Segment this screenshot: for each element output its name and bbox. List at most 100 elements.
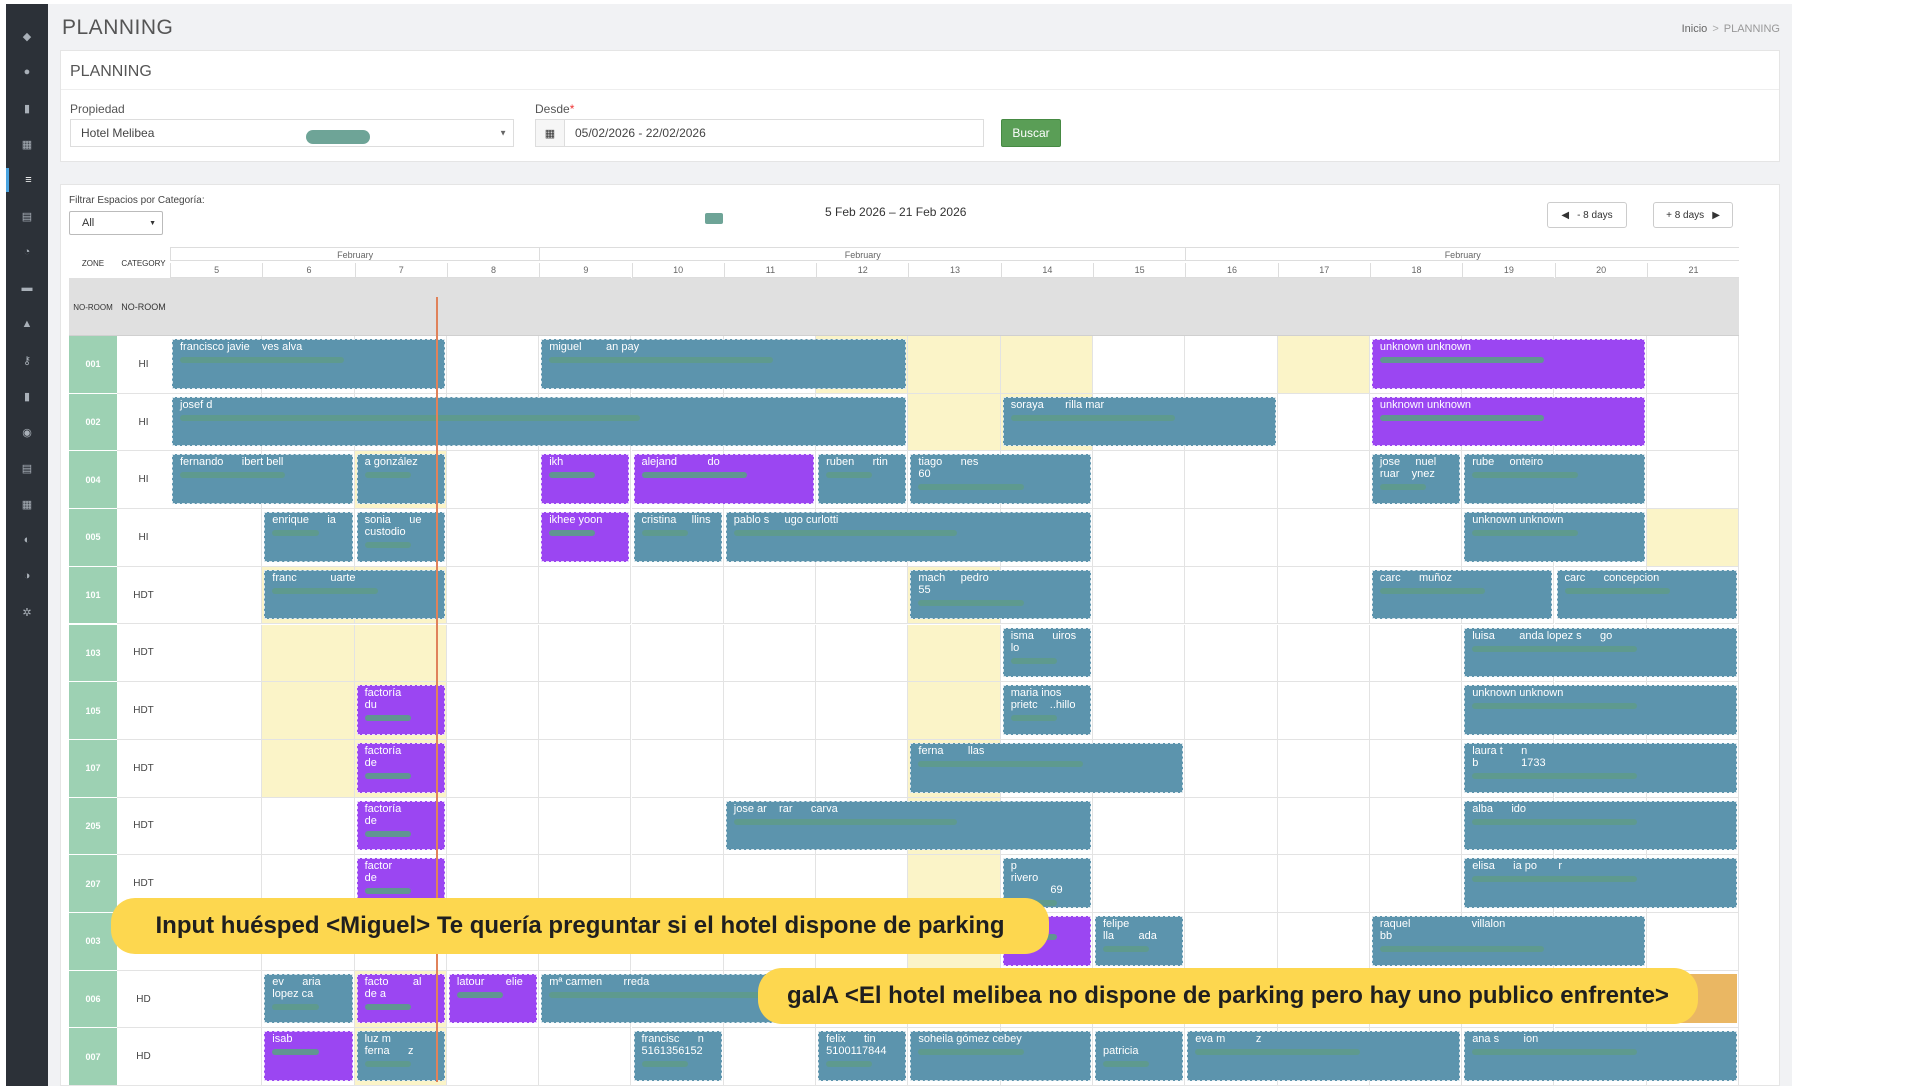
booking-block[interactable]: miguel an pay (541, 339, 907, 389)
booking-block[interactable]: a gonzález (356, 454, 445, 505)
day-cell[interactable] (539, 797, 632, 856)
day-cell[interactable] (170, 739, 263, 798)
booking-block[interactable]: felix tin 5100117844 (818, 1031, 907, 1082)
day-cell[interactable] (1277, 855, 1370, 913)
calendar-icon[interactable]: ▦ (21, 138, 33, 151)
day-cell[interactable] (816, 682, 909, 740)
day-cell[interactable] (262, 682, 355, 740)
day-cell[interactable] (1369, 739, 1463, 798)
day-cell[interactable] (539, 624, 632, 683)
booking-block[interactable]: luz m ferna z (356, 1031, 445, 1082)
day-cell[interactable] (1277, 797, 1370, 856)
upload-icon[interactable]: ▲ (21, 318, 33, 330)
booking-block[interactable]: raquel villalon bb (1371, 916, 1645, 966)
day-cell[interactable] (354, 624, 447, 683)
booking-block[interactable]: unknown unknown (1371, 396, 1645, 447)
bar-chart-icon[interactable]: ▮ (23, 102, 31, 115)
day-cell[interactable] (170, 682, 263, 740)
day-cell[interactable] (446, 739, 540, 798)
booking-block[interactable]: jose nuel ruar ynez (1371, 454, 1461, 505)
booking-block[interactable]: factoría de (356, 742, 445, 793)
day-cell[interactable] (723, 739, 817, 798)
booking-block[interactable]: unknown unknown (1464, 685, 1738, 735)
next-days-button[interactable]: + 8 days ▶ (1653, 202, 1733, 228)
day-cell[interactable] (1185, 566, 1278, 625)
booking-block[interactable]: sonia ue custodio (356, 512, 445, 562)
day-cell[interactable] (908, 393, 1001, 452)
day-cell[interactable] (1093, 682, 1186, 740)
day-cell[interactable] (1185, 336, 1278, 394)
list-icon[interactable]: ≡ (6, 168, 48, 192)
day-cell[interactable] (1277, 624, 1370, 683)
day-cell[interactable] (446, 624, 540, 683)
booking-block[interactable]: francisc n 5161356152 (633, 1031, 722, 1082)
booking-block[interactable]: factoría du (356, 685, 445, 735)
bed-icon[interactable]: ▬ (21, 282, 33, 294)
day-cell[interactable] (1185, 451, 1278, 510)
booking-block[interactable]: unknown unknown (1371, 339, 1645, 389)
date-range-input[interactable]: 05/02/2026 - 22/02/2026 (564, 119, 984, 147)
day-cell[interactable] (1646, 913, 1740, 971)
day-cell[interactable] (1277, 336, 1370, 394)
day-cell[interactable] (723, 1028, 817, 1085)
dashboard-icon[interactable]: ◆ (22, 30, 32, 43)
day-cell[interactable] (1369, 624, 1463, 683)
map-pin-icon[interactable]: ● (23, 66, 31, 78)
day-cell[interactable] (1093, 797, 1186, 856)
booking-block[interactable]: carc concepcion (1556, 569, 1738, 620)
day-cell[interactable] (1369, 682, 1463, 740)
day-cell[interactable] (1369, 855, 1463, 913)
day-cell[interactable] (723, 682, 817, 740)
day-cell[interactable] (1093, 451, 1186, 510)
booking-block[interactable]: felipe lla ada (1095, 916, 1184, 966)
day-cell[interactable] (908, 682, 1001, 740)
day-cell[interactable] (1277, 913, 1370, 971)
prev-days-button[interactable]: ◀ - 8 days (1547, 202, 1627, 228)
booking-block[interactable]: tiago nes 60 (910, 454, 1091, 505)
day-cell[interactable] (1093, 624, 1186, 683)
day-cell[interactable] (539, 739, 632, 798)
file-icon[interactable]: ▤ (21, 210, 33, 223)
booking-block[interactable]: laura t n b 1733 (1464, 742, 1738, 793)
day-cell[interactable] (170, 797, 263, 856)
day-cell[interactable] (1277, 451, 1370, 510)
booking-block[interactable]: ikhee yoon (541, 512, 630, 562)
day-cell[interactable] (1000, 336, 1093, 394)
booking-block[interactable]: latour elie (448, 973, 538, 1024)
booking-block[interactable]: alejand do (633, 454, 815, 505)
day-cell[interactable] (1093, 566, 1186, 625)
booking-block[interactable]: ikh (541, 454, 630, 505)
day-cell[interactable] (446, 509, 540, 567)
booking-block[interactable]: pablo s ugo curlotti (725, 512, 1091, 562)
booking-block[interactable]: factoría de (356, 800, 445, 851)
day-cell[interactable] (1277, 566, 1370, 625)
property-select[interactable]: Hotel Melibea ▼ (70, 119, 514, 147)
chat-icon[interactable]: ◐ (23, 534, 31, 546)
trash-icon[interactable]: ▮ (23, 390, 31, 403)
day-cell[interactable] (170, 1028, 263, 1085)
booking-block[interactable]: isma uiros lo (1002, 627, 1091, 678)
booking-block[interactable]: enrique ia (264, 512, 353, 562)
day-cell[interactable] (1369, 797, 1463, 856)
booking-block[interactable]: elisa ia po r (1464, 858, 1738, 908)
booking-block[interactable]: josef d (172, 396, 907, 447)
day-cell[interactable] (631, 739, 724, 798)
day-cell[interactable] (539, 682, 632, 740)
comment-icon[interactable]: ◑ (23, 570, 31, 582)
booking-block[interactable]: ferna llas (910, 742, 1184, 793)
day-cell[interactable] (1646, 509, 1740, 567)
day-cell[interactable] (908, 624, 1001, 683)
day-cell[interactable] (1185, 913, 1278, 971)
day-cell[interactable] (816, 566, 909, 625)
calendar-icon[interactable]: ▦ (535, 119, 565, 147)
day-cell[interactable] (631, 797, 724, 856)
day-cell[interactable] (631, 682, 724, 740)
day-cell[interactable] (170, 566, 263, 625)
day-cell[interactable] (723, 566, 817, 625)
search-button[interactable]: Buscar (1001, 119, 1061, 147)
booking-block[interactable]: eva m z (1187, 1031, 1461, 1082)
settings-icon[interactable]: ✲ (22, 606, 32, 619)
day-cell[interactable] (170, 509, 263, 567)
day-cell[interactable] (1093, 855, 1186, 913)
day-cell[interactable] (170, 624, 263, 683)
